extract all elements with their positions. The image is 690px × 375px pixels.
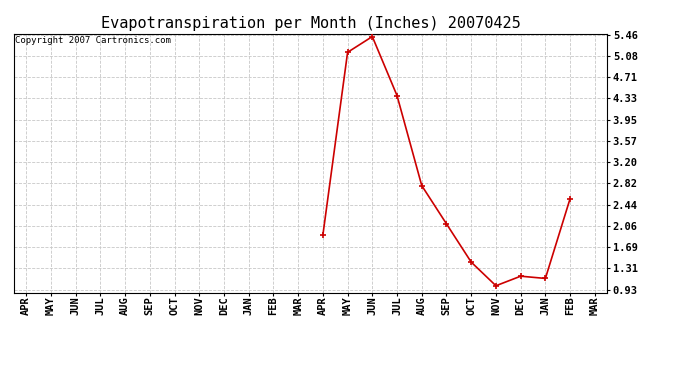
Title: Evapotranspiration per Month (Inches) 20070425: Evapotranspiration per Month (Inches) 20…: [101, 16, 520, 31]
Text: Copyright 2007 Cartronics.com: Copyright 2007 Cartronics.com: [15, 36, 171, 45]
